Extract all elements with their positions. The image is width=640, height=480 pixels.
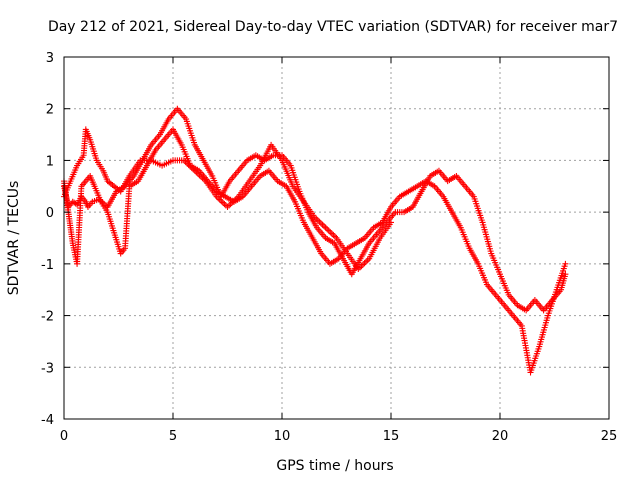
grid-lines [64, 57, 609, 419]
x-tick-label: 0 [60, 429, 68, 444]
y-tick-label: -4 [41, 413, 54, 428]
x-tick-label: 20 [492, 429, 509, 444]
x-tick-label: 25 [601, 429, 618, 444]
y-tick-label: -1 [41, 258, 54, 273]
plot-frame [63, 56, 610, 420]
chart-title: Day 212 of 2021, Sidereal Day-to-day VTE… [48, 19, 618, 35]
y-tick-label: -2 [41, 310, 54, 325]
x-tick-label: 15 [383, 429, 400, 444]
y-tick-label: 3 [46, 51, 54, 66]
x-tick-label: 10 [274, 429, 291, 444]
y-tick-label: -3 [41, 361, 54, 376]
data-point [562, 271, 569, 278]
data-point [562, 260, 569, 267]
data-points [61, 105, 569, 376]
y-tick-label: 1 [46, 154, 54, 169]
y-axis-label: SDTVAR / TECUs [6, 181, 22, 296]
axis-ticks: 0 5 10 15 20 25 -4 -3 -2 -1 0 1 2 3 [41, 51, 617, 444]
y-tick-label: 0 [46, 206, 54, 221]
data-point [388, 219, 394, 226]
x-tick-label: 5 [169, 429, 177, 444]
x-axis-label: GPS time / hours [276, 458, 393, 474]
y-tick-label: 2 [46, 103, 54, 118]
